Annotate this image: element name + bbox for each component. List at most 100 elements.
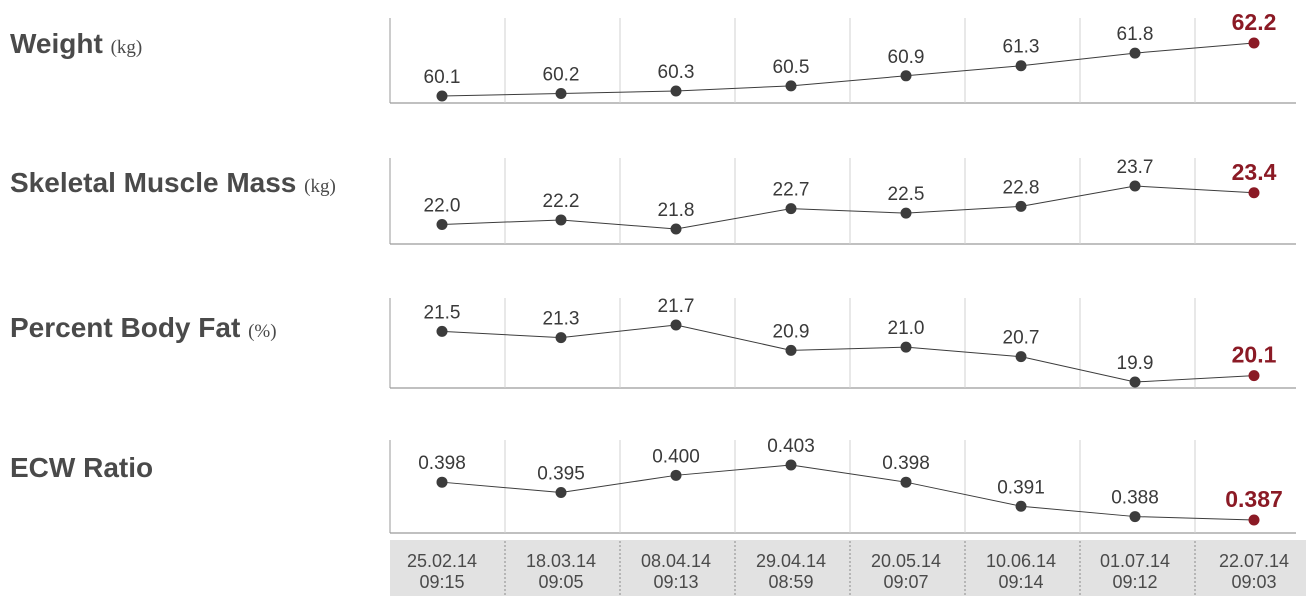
smm-unit: (kg) bbox=[304, 176, 336, 197]
ecw-segment-0 bbox=[441, 481, 562, 493]
date-axis-bar bbox=[390, 540, 1306, 596]
ecw-data-label-5: 0.391 bbox=[997, 477, 1045, 498]
ecw-segment-3 bbox=[790, 464, 907, 483]
pbf-segment-4 bbox=[905, 346, 1022, 358]
weight-segment-2 bbox=[675, 85, 792, 92]
weight-title: Weight (kg) bbox=[10, 28, 142, 60]
smm-point-3 bbox=[785, 203, 797, 215]
pbf-title-text: Percent Body Fat bbox=[10, 312, 241, 343]
smm-segment-6 bbox=[1134, 185, 1255, 194]
date-label-3: 29.04.14 bbox=[755, 551, 827, 571]
weight-data-label-1: 60.2 bbox=[543, 64, 580, 85]
ecw-data-label-4: 0.398 bbox=[882, 453, 930, 474]
date-cell-4: 20.05.14 09:07 bbox=[849, 540, 963, 596]
date-label-7: 22.07.14 bbox=[1218, 551, 1290, 571]
ecw-point-5 bbox=[1015, 500, 1027, 512]
pbf-point-5 bbox=[1015, 351, 1027, 363]
weight-data-label-5: 61.3 bbox=[1003, 37, 1040, 58]
ecw-point-2 bbox=[670, 469, 682, 481]
smm-point-4 bbox=[900, 207, 912, 219]
ecw-point-4 bbox=[900, 476, 912, 488]
weight-point-0 bbox=[436, 90, 448, 102]
ecw-data-label-3: 0.403 bbox=[767, 436, 815, 457]
date-label-2: 08.04.14 bbox=[640, 551, 712, 571]
pbf-data-label-7: 20.1 bbox=[1232, 342, 1277, 368]
smm-segment-1 bbox=[560, 219, 677, 230]
date-cell-1: 18.03.14 09:05 bbox=[504, 540, 618, 596]
ecw-point-0 bbox=[436, 476, 448, 488]
pbf-data-label-0: 21.5 bbox=[424, 302, 461, 323]
pbf-title: Percent Body Fat (%) bbox=[10, 312, 277, 344]
ecw-point-3 bbox=[785, 459, 797, 471]
weight-point-5 bbox=[1015, 60, 1027, 72]
weight-segment-3 bbox=[790, 75, 907, 87]
weight-point-7 bbox=[1248, 37, 1260, 49]
pbf-segment-5 bbox=[1020, 356, 1136, 383]
smm-data-label-7: 23.4 bbox=[1232, 159, 1277, 185]
smm-segment-3 bbox=[790, 208, 907, 214]
pbf-point-4 bbox=[900, 341, 912, 353]
smm-point-2 bbox=[670, 223, 682, 235]
ecw-segment-4 bbox=[905, 481, 1022, 507]
time-label-5: 09:14 bbox=[998, 572, 1044, 592]
pbf-data-label-6: 19.9 bbox=[1117, 353, 1154, 374]
date-cell-2: 08.04.14 09:13 bbox=[619, 540, 733, 596]
weight-data-label-0: 60.1 bbox=[424, 67, 461, 88]
time-label-4: 09:07 bbox=[883, 572, 929, 592]
date-label-5: 10.06.14 bbox=[985, 551, 1057, 571]
pbf-segment-1 bbox=[560, 324, 677, 339]
ecw-point-1 bbox=[555, 487, 567, 498]
smm-segment-2 bbox=[675, 208, 792, 230]
pbf-unit: (%) bbox=[248, 321, 277, 342]
pbf-segment-3 bbox=[790, 346, 907, 351]
weight-title-text: Weight bbox=[10, 28, 103, 59]
weight-point-1 bbox=[555, 87, 567, 99]
pbf-point-3 bbox=[785, 344, 797, 356]
pbf-point-1 bbox=[555, 332, 567, 344]
weight-point-3 bbox=[785, 80, 797, 92]
pbf-point-7 bbox=[1248, 370, 1260, 382]
pbf-data-label-2: 21.7 bbox=[658, 296, 695, 317]
time-label-0: 09:15 bbox=[419, 572, 465, 592]
time-label-2: 09:13 bbox=[653, 572, 699, 592]
date-cell-6: 01.07.14 09:12 bbox=[1078, 540, 1192, 596]
ecw-segment-2 bbox=[675, 464, 792, 476]
weight-data-label-6: 61.8 bbox=[1117, 24, 1154, 45]
weight-data-label-4: 60.9 bbox=[888, 47, 925, 68]
date-label-0: 25.02.14 bbox=[406, 551, 478, 571]
smm-segment-0 bbox=[441, 219, 562, 225]
ecw-data-label-6: 0.388 bbox=[1111, 488, 1159, 509]
pbf-segment-0 bbox=[441, 330, 562, 339]
weight-point-2 bbox=[670, 85, 682, 97]
ecw-data-label-1: 0.395 bbox=[537, 464, 585, 485]
smm-point-6 bbox=[1129, 180, 1141, 192]
weight-unit: (kg) bbox=[110, 37, 143, 58]
weight-segment-0 bbox=[441, 92, 562, 97]
weight-data-label-3: 60.5 bbox=[773, 57, 810, 78]
weight-data-label-7: 62.2 bbox=[1232, 9, 1277, 35]
smm-data-label-3: 22.7 bbox=[773, 180, 810, 201]
pbf-data-label-3: 20.9 bbox=[773, 321, 810, 342]
smm-title: Skeletal Muscle Mass (kg) bbox=[10, 167, 336, 199]
weight-segment-4 bbox=[905, 65, 1022, 77]
pbf-point-6 bbox=[1129, 376, 1141, 388]
smm-data-label-0: 22.0 bbox=[424, 195, 461, 216]
time-label-7: 09:03 bbox=[1231, 572, 1277, 592]
weight-point-4 bbox=[900, 70, 912, 82]
smm-segment-4 bbox=[905, 205, 1022, 214]
pbf-data-label-4: 21.0 bbox=[888, 318, 925, 339]
smm-data-label-2: 21.8 bbox=[658, 200, 695, 221]
ecw-segment-5 bbox=[1020, 505, 1136, 518]
date-label-1: 18.03.14 bbox=[525, 551, 597, 571]
date-label-6: 01.07.14 bbox=[1099, 551, 1171, 571]
pbf-point-2 bbox=[670, 319, 682, 331]
ecw-segment-1 bbox=[560, 474, 677, 493]
smm-segment-5 bbox=[1020, 185, 1136, 207]
smm-point-5 bbox=[1015, 200, 1027, 212]
weight-segment-1 bbox=[560, 90, 677, 94]
pbf-segment-6 bbox=[1134, 375, 1255, 383]
ecw-data-label-7: 0.387 bbox=[1225, 486, 1283, 512]
weight-segment-5 bbox=[1020, 52, 1136, 67]
weight-point-6 bbox=[1129, 47, 1141, 59]
